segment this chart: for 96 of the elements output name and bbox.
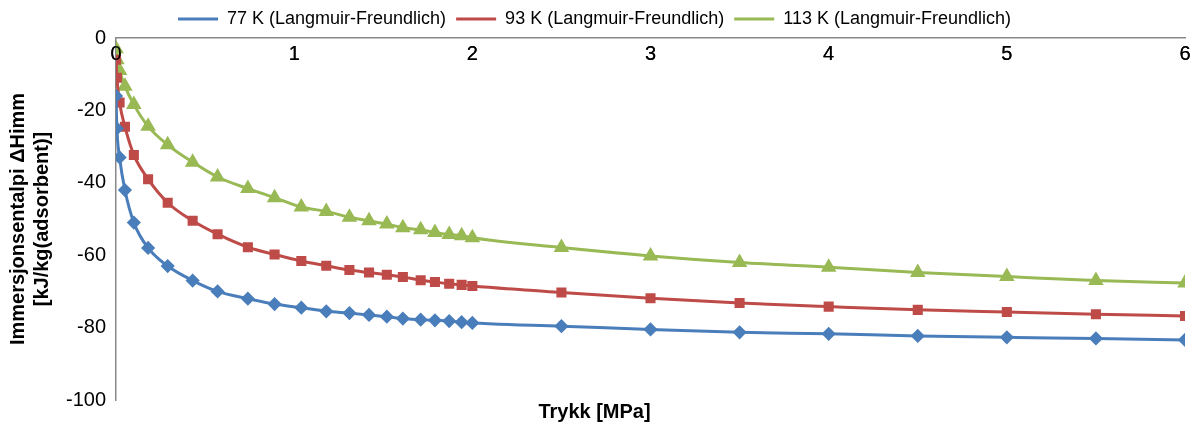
point [442, 314, 456, 328]
point [823, 301, 834, 312]
point [162, 197, 173, 208]
point [187, 215, 198, 226]
point [319, 203, 333, 216]
point [413, 222, 428, 235]
point [344, 265, 355, 276]
point [554, 240, 569, 253]
point [294, 301, 308, 315]
point [1090, 309, 1101, 320]
point [267, 190, 282, 203]
y-tick-label: -100 [66, 387, 107, 410]
point [455, 315, 469, 329]
point [118, 78, 132, 91]
point [465, 316, 479, 330]
x-tick-label: 0 [110, 41, 122, 64]
point [380, 310, 394, 324]
point [143, 174, 154, 185]
point [319, 304, 333, 318]
y-tick-label: 0 [94, 25, 107, 48]
point [186, 274, 200, 288]
point [911, 329, 925, 343]
point [414, 313, 428, 327]
point [185, 154, 200, 167]
point [645, 293, 656, 304]
point [821, 259, 836, 272]
point [380, 216, 394, 229]
x-tick-label: 5 [1001, 41, 1013, 64]
point [242, 242, 253, 253]
point [415, 275, 426, 286]
point [210, 169, 225, 182]
point [644, 322, 658, 336]
point [1089, 331, 1103, 345]
point [912, 304, 923, 315]
legend-label: 113 K (Langmuir-Freundlich) [783, 7, 1011, 28]
point [161, 137, 175, 150]
point [556, 287, 567, 298]
point [442, 227, 456, 240]
point [465, 230, 480, 243]
point [342, 306, 356, 320]
point [119, 121, 130, 132]
legend-label: 93 K (Langmuir-Freundlich) [505, 7, 725, 28]
point [141, 241, 155, 255]
point [212, 229, 223, 240]
x-tick-label: 2 [466, 41, 478, 64]
point [643, 248, 658, 261]
y-tick-label: -40 [77, 170, 107, 193]
point [429, 276, 440, 288]
point [269, 249, 280, 260]
y-tick-label: -60 [77, 242, 107, 265]
point [127, 97, 141, 110]
x-tick-label: 4 [823, 41, 835, 64]
point [268, 297, 282, 311]
point [363, 267, 375, 278]
point [396, 220, 410, 233]
point [428, 224, 442, 237]
x-tick-label: 1 [288, 41, 300, 64]
point [1089, 273, 1103, 286]
point [397, 271, 408, 282]
point [467, 280, 478, 292]
y-tick-label: -20 [77, 97, 107, 120]
point [211, 284, 225, 298]
point [118, 183, 132, 197]
point [1001, 307, 1012, 318]
point [1000, 330, 1014, 344]
point [444, 278, 455, 289]
point [296, 255, 307, 267]
point [141, 118, 155, 131]
point [396, 312, 410, 326]
point [241, 181, 255, 194]
point [732, 254, 747, 267]
point [454, 228, 469, 241]
point [381, 269, 392, 280]
point [1000, 269, 1014, 282]
point [911, 265, 925, 278]
y-tick-label: -80 [77, 315, 107, 338]
point [161, 259, 175, 273]
point [127, 216, 141, 230]
legend-label: 77 K (Langmuir-Freundlich) [227, 7, 447, 28]
point [428, 313, 442, 327]
point [362, 308, 376, 322]
point [128, 149, 139, 160]
x-axis-title: Trykk [MPa] [538, 399, 651, 422]
point [733, 325, 747, 339]
point [362, 213, 376, 226]
x-tick-label: 3 [644, 41, 657, 64]
point [734, 297, 745, 309]
point [554, 319, 568, 333]
point [321, 260, 332, 271]
point [822, 327, 836, 341]
y-axis-title: Immersjonsentalpi ΔHimm [kJ/kg(adsorbent)] [5, 92, 52, 346]
point [342, 209, 357, 222]
point [456, 279, 467, 290]
point [241, 292, 255, 306]
point [294, 199, 309, 212]
x-tick-label: 6 [1179, 41, 1191, 64]
